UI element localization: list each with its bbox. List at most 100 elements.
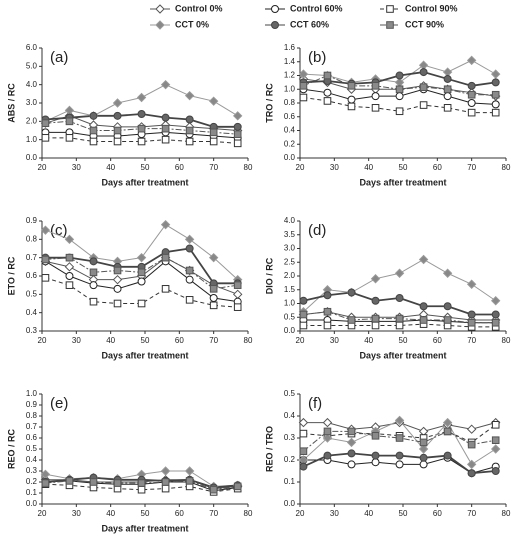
marker [323,451,332,460]
marker [298,69,309,79]
legend-label: CCT 90% [405,19,444,29]
marker [160,79,171,90]
x-tick-label: 30 [330,509,339,518]
marker [89,257,98,266]
marker [161,478,170,486]
y-tick-label: 0.5 [284,389,296,398]
marker [394,77,405,88]
y-tick-label: 1.0 [26,389,38,398]
x-tick-label: 60 [175,163,184,172]
marker [89,478,98,486]
marker [395,314,404,323]
marker [89,268,98,277]
marker [418,426,429,437]
y-tick-label: 0.0 [26,153,38,162]
marker [371,104,380,112]
y-tick-label: 0.6 [284,112,296,121]
marker [419,460,428,469]
y-tick-label: 0.8 [284,98,296,107]
marker [299,82,308,90]
x-tick-label: 40 [106,336,115,345]
marker [41,119,50,127]
marker [491,310,500,319]
y-tick-label: 3.5 [284,230,296,239]
x-tick-label: 50 [399,509,408,518]
panel-label: (b) [308,49,326,66]
x-tick-label: 70 [467,163,476,172]
y-tick-label: 0.0 [26,499,38,508]
marker [136,252,147,263]
panel-label: (c) [50,222,68,239]
marker [41,479,50,487]
y-axis-label: DIO / RC [264,257,274,294]
x-tick-label: 50 [141,336,150,345]
marker [185,266,194,275]
y-tick-label: 1.6 [284,43,296,52]
marker [371,458,380,467]
marker [347,102,356,111]
marker [113,284,122,293]
x-tick-label: 20 [38,509,47,518]
y-axis-label: ETO / RC [6,256,16,295]
marker [299,462,308,471]
marker [467,81,476,90]
marker [160,219,171,230]
marker [491,108,500,117]
y-tick-label: 0.3 [284,433,296,442]
marker [347,288,356,297]
marker [64,262,75,272]
y-tick-label: 0.5 [26,444,38,453]
x-axis-label: Days after treatment [101,523,188,533]
marker [113,299,122,308]
y-tick-label: 1.2 [284,71,296,80]
y-tick-label: 0.6 [26,271,38,280]
marker [419,438,428,447]
x-tick-label: 60 [175,509,184,518]
marker [443,74,452,83]
marker [113,266,122,275]
marker [371,432,380,440]
marker [467,318,476,327]
marker [395,460,404,469]
x-tick-label: 50 [141,509,150,518]
y-tick-label: 4.0 [284,216,296,225]
y-tick-label: 0.9 [26,400,38,409]
marker [161,285,170,293]
marker [371,296,380,305]
x-tick-label: 80 [244,163,253,172]
y-tick-label: 2.0 [26,116,38,125]
y-tick-label: 6.0 [26,43,38,52]
marker [209,485,218,494]
series-line [303,424,496,443]
marker [41,255,50,264]
marker [137,268,146,277]
y-tick-label: 0.9 [26,216,38,225]
marker [209,285,218,293]
legend-marker [386,21,394,29]
y-tick-label: 4.0 [26,80,38,89]
marker [371,92,380,101]
y-tick-label: 1.0 [26,135,38,144]
marker [89,137,98,146]
marker [395,92,404,101]
x-tick-label: 40 [106,509,115,518]
y-tick-label: 0.1 [26,488,38,497]
marker [41,134,50,142]
y-tick-label: 0.4 [26,455,38,464]
y-tick-label: 1.5 [284,285,296,294]
y-tick-label: 0.4 [284,126,296,135]
marker [65,272,74,280]
marker [442,67,453,77]
marker [491,100,500,109]
y-axis-label: TRO / RC [264,83,274,123]
marker [323,307,332,316]
marker [491,436,500,444]
marker [322,433,333,443]
x-tick-label: 60 [433,509,442,518]
legend-label: CCT 60% [290,19,329,29]
y-tick-label: 0.8 [26,411,38,420]
marker [232,111,243,121]
x-tick-label: 30 [72,163,81,172]
y-tick-label: 0.3 [26,466,38,475]
